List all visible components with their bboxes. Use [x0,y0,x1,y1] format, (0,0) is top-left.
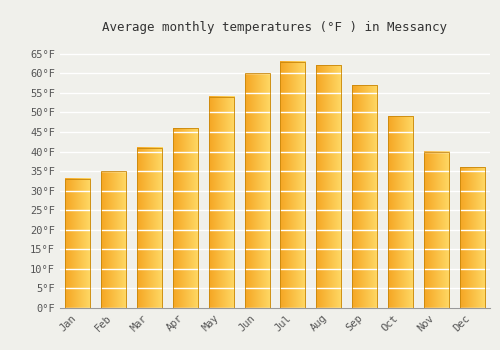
Bar [352,85,377,308]
Bar [208,97,234,308]
Bar [460,167,484,308]
Bar [244,73,270,308]
Bar [101,171,126,308]
Title: Average monthly temperatures (°F ) in Messancy: Average monthly temperatures (°F ) in Me… [102,21,448,34]
Bar [388,116,413,308]
Bar [66,179,90,308]
Bar [424,152,449,308]
Bar [316,65,342,308]
Bar [173,128,198,308]
Bar [137,148,162,308]
Bar [280,62,305,308]
